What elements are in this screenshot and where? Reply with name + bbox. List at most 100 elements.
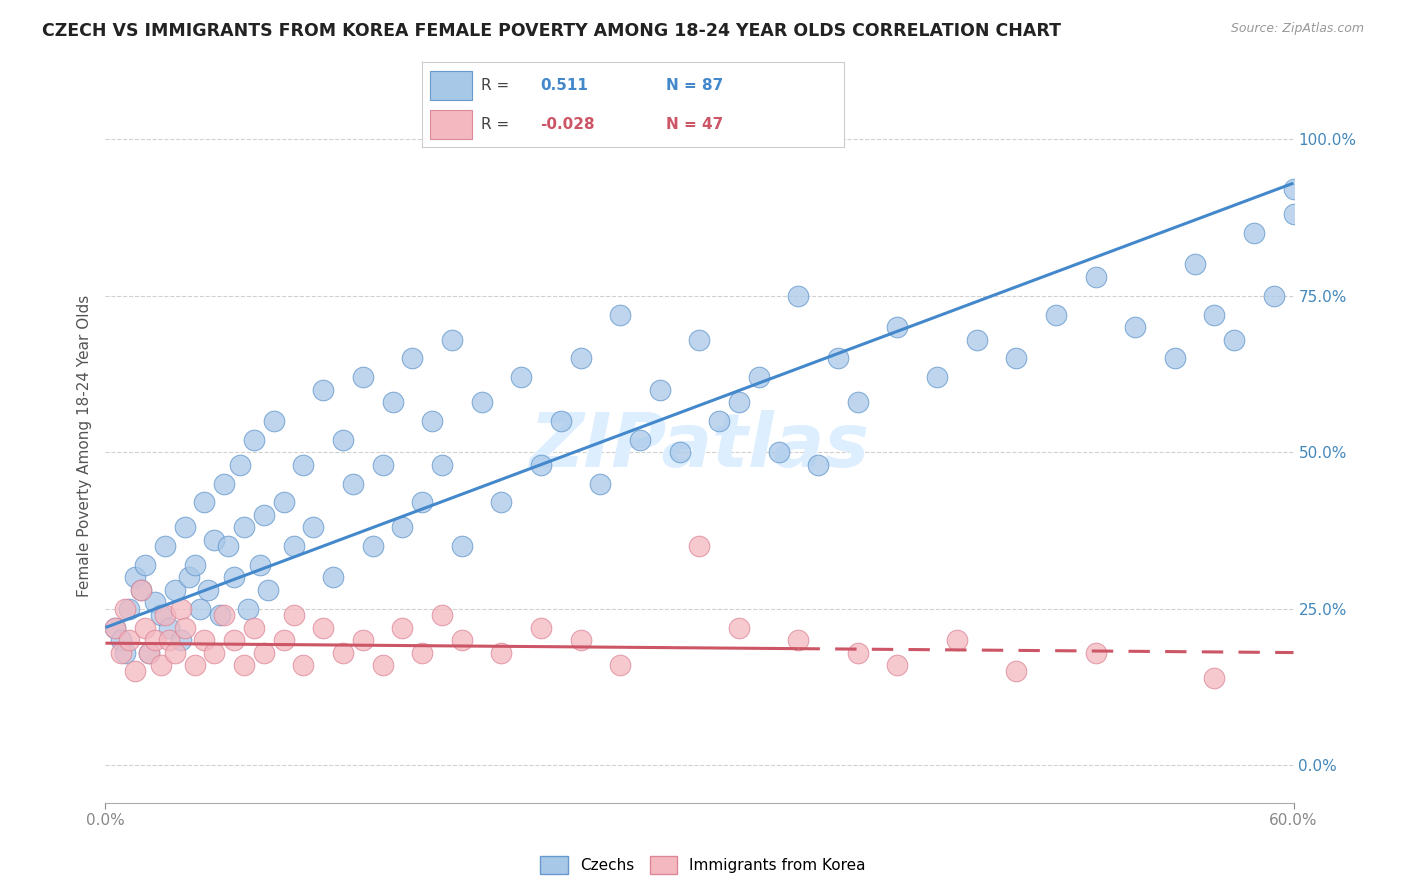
Point bbox=[253, 508, 276, 522]
Point bbox=[807, 458, 830, 472]
Point bbox=[177, 570, 200, 584]
Point bbox=[292, 658, 315, 673]
Point bbox=[420, 414, 443, 428]
Point bbox=[1243, 226, 1265, 240]
Point bbox=[243, 621, 266, 635]
Point bbox=[134, 621, 156, 635]
Point bbox=[173, 520, 195, 534]
Point bbox=[471, 395, 494, 409]
Point bbox=[1184, 257, 1206, 271]
Point bbox=[925, 370, 948, 384]
Point bbox=[1164, 351, 1187, 366]
Point bbox=[233, 520, 256, 534]
Point bbox=[124, 570, 146, 584]
Point bbox=[530, 621, 553, 635]
Point bbox=[183, 558, 205, 572]
Point bbox=[946, 633, 969, 648]
Text: N = 87: N = 87 bbox=[666, 78, 724, 93]
Point bbox=[209, 607, 232, 622]
Point bbox=[292, 458, 315, 472]
Point bbox=[668, 445, 690, 459]
Point bbox=[312, 383, 335, 397]
Point bbox=[352, 370, 374, 384]
Point bbox=[491, 495, 513, 509]
Point bbox=[224, 570, 246, 584]
Point bbox=[569, 633, 592, 648]
Point bbox=[114, 601, 136, 615]
Point bbox=[401, 351, 423, 366]
Point bbox=[138, 646, 160, 660]
Y-axis label: Female Poverty Among 18-24 Year Olds: Female Poverty Among 18-24 Year Olds bbox=[76, 295, 91, 597]
Point bbox=[217, 539, 239, 553]
Point bbox=[1282, 207, 1305, 221]
Point bbox=[342, 476, 364, 491]
Point bbox=[273, 633, 295, 648]
Point bbox=[110, 633, 132, 648]
Point bbox=[236, 601, 259, 615]
Point bbox=[569, 351, 592, 366]
Point bbox=[846, 395, 869, 409]
Point bbox=[322, 570, 344, 584]
Point bbox=[491, 646, 513, 660]
Point bbox=[149, 607, 172, 622]
Point bbox=[118, 633, 141, 648]
FancyBboxPatch shape bbox=[430, 71, 472, 100]
Point bbox=[138, 646, 160, 660]
Legend: Czechs, Immigrants from Korea: Czechs, Immigrants from Korea bbox=[534, 850, 872, 880]
Point bbox=[728, 621, 751, 635]
Point bbox=[197, 582, 219, 597]
Point bbox=[1263, 289, 1285, 303]
Point bbox=[193, 495, 215, 509]
Point bbox=[1084, 270, 1107, 285]
Point bbox=[361, 539, 384, 553]
Point bbox=[153, 539, 176, 553]
Point bbox=[391, 520, 413, 534]
Text: -0.028: -0.028 bbox=[540, 117, 595, 132]
Point bbox=[1204, 308, 1226, 322]
Point bbox=[149, 658, 172, 673]
Point bbox=[1223, 333, 1246, 347]
Point bbox=[332, 433, 354, 447]
Point bbox=[411, 495, 433, 509]
Point bbox=[846, 646, 869, 660]
Point bbox=[214, 607, 236, 622]
Point bbox=[352, 633, 374, 648]
Text: R =: R = bbox=[481, 78, 509, 93]
Point bbox=[450, 539, 472, 553]
Point bbox=[202, 533, 225, 547]
Point bbox=[143, 633, 166, 648]
Point bbox=[1204, 671, 1226, 685]
Point bbox=[143, 595, 166, 609]
Point bbox=[173, 621, 195, 635]
Point bbox=[430, 607, 453, 622]
Point bbox=[609, 308, 631, 322]
Point bbox=[283, 539, 305, 553]
Point bbox=[1005, 665, 1028, 679]
Point bbox=[748, 370, 770, 384]
Point bbox=[163, 646, 186, 660]
Point bbox=[202, 646, 225, 660]
Point bbox=[371, 458, 394, 472]
Point bbox=[183, 658, 205, 673]
Point bbox=[134, 558, 156, 572]
Point bbox=[170, 601, 193, 615]
Point bbox=[332, 646, 354, 660]
Point bbox=[381, 395, 404, 409]
Point bbox=[153, 607, 176, 622]
Text: 0.511: 0.511 bbox=[540, 78, 588, 93]
Point bbox=[371, 658, 394, 673]
Point bbox=[283, 607, 305, 622]
Point bbox=[728, 395, 751, 409]
Point bbox=[1045, 308, 1067, 322]
Point bbox=[440, 333, 463, 347]
FancyBboxPatch shape bbox=[430, 110, 472, 139]
Point bbox=[1005, 351, 1028, 366]
Point bbox=[224, 633, 246, 648]
Point bbox=[256, 582, 278, 597]
Text: R =: R = bbox=[481, 117, 509, 132]
Point bbox=[129, 582, 152, 597]
Point bbox=[510, 370, 533, 384]
Point bbox=[104, 621, 127, 635]
Point bbox=[768, 445, 790, 459]
Point bbox=[787, 289, 810, 303]
